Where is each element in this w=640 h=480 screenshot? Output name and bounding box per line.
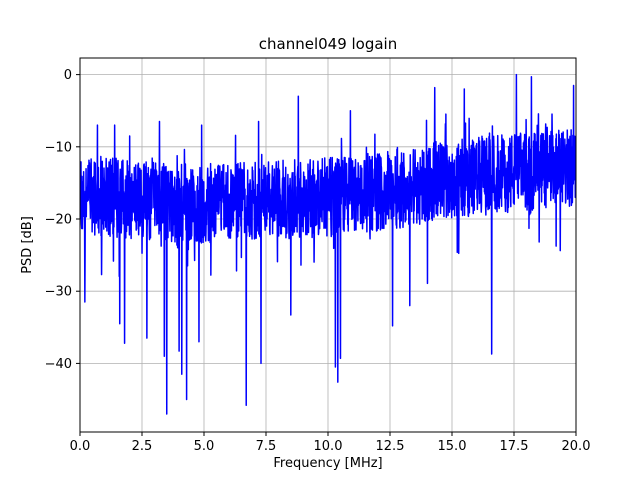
x-tick-label: 17.5 — [500, 439, 529, 454]
x-tick-label: 0.0 — [70, 439, 91, 454]
y-tick-label: −20 — [45, 213, 72, 228]
y-axis-label: PSD [dB] — [20, 216, 35, 274]
chart-title: channel049 logain — [259, 35, 398, 53]
series-layer — [80, 73, 576, 415]
psd-line — [80, 73, 576, 415]
y-tick-label: −40 — [45, 357, 72, 372]
y-tick-label: −30 — [45, 285, 72, 300]
x-tick-label: 15.0 — [438, 439, 467, 454]
y-tick-label: −10 — [45, 140, 72, 155]
x-tick-label: 7.5 — [256, 439, 277, 454]
x-tick-label: 2.5 — [132, 439, 153, 454]
x-axis-label: Frequency [MHz] — [273, 456, 382, 471]
x-tick-label: 20.0 — [562, 439, 591, 454]
y-tick-label: 0 — [64, 68, 72, 83]
x-tick-label: 10.0 — [314, 439, 343, 454]
x-axis: 0.0 2.5 5.0 7.5 10.0 12.5 15.0 17.5 20.0 — [70, 432, 591, 454]
x-tick-label: 5.0 — [194, 439, 215, 454]
y-axis: −40 −30 −20 −10 0 — [45, 68, 80, 372]
x-tick-label: 12.5 — [376, 439, 405, 454]
